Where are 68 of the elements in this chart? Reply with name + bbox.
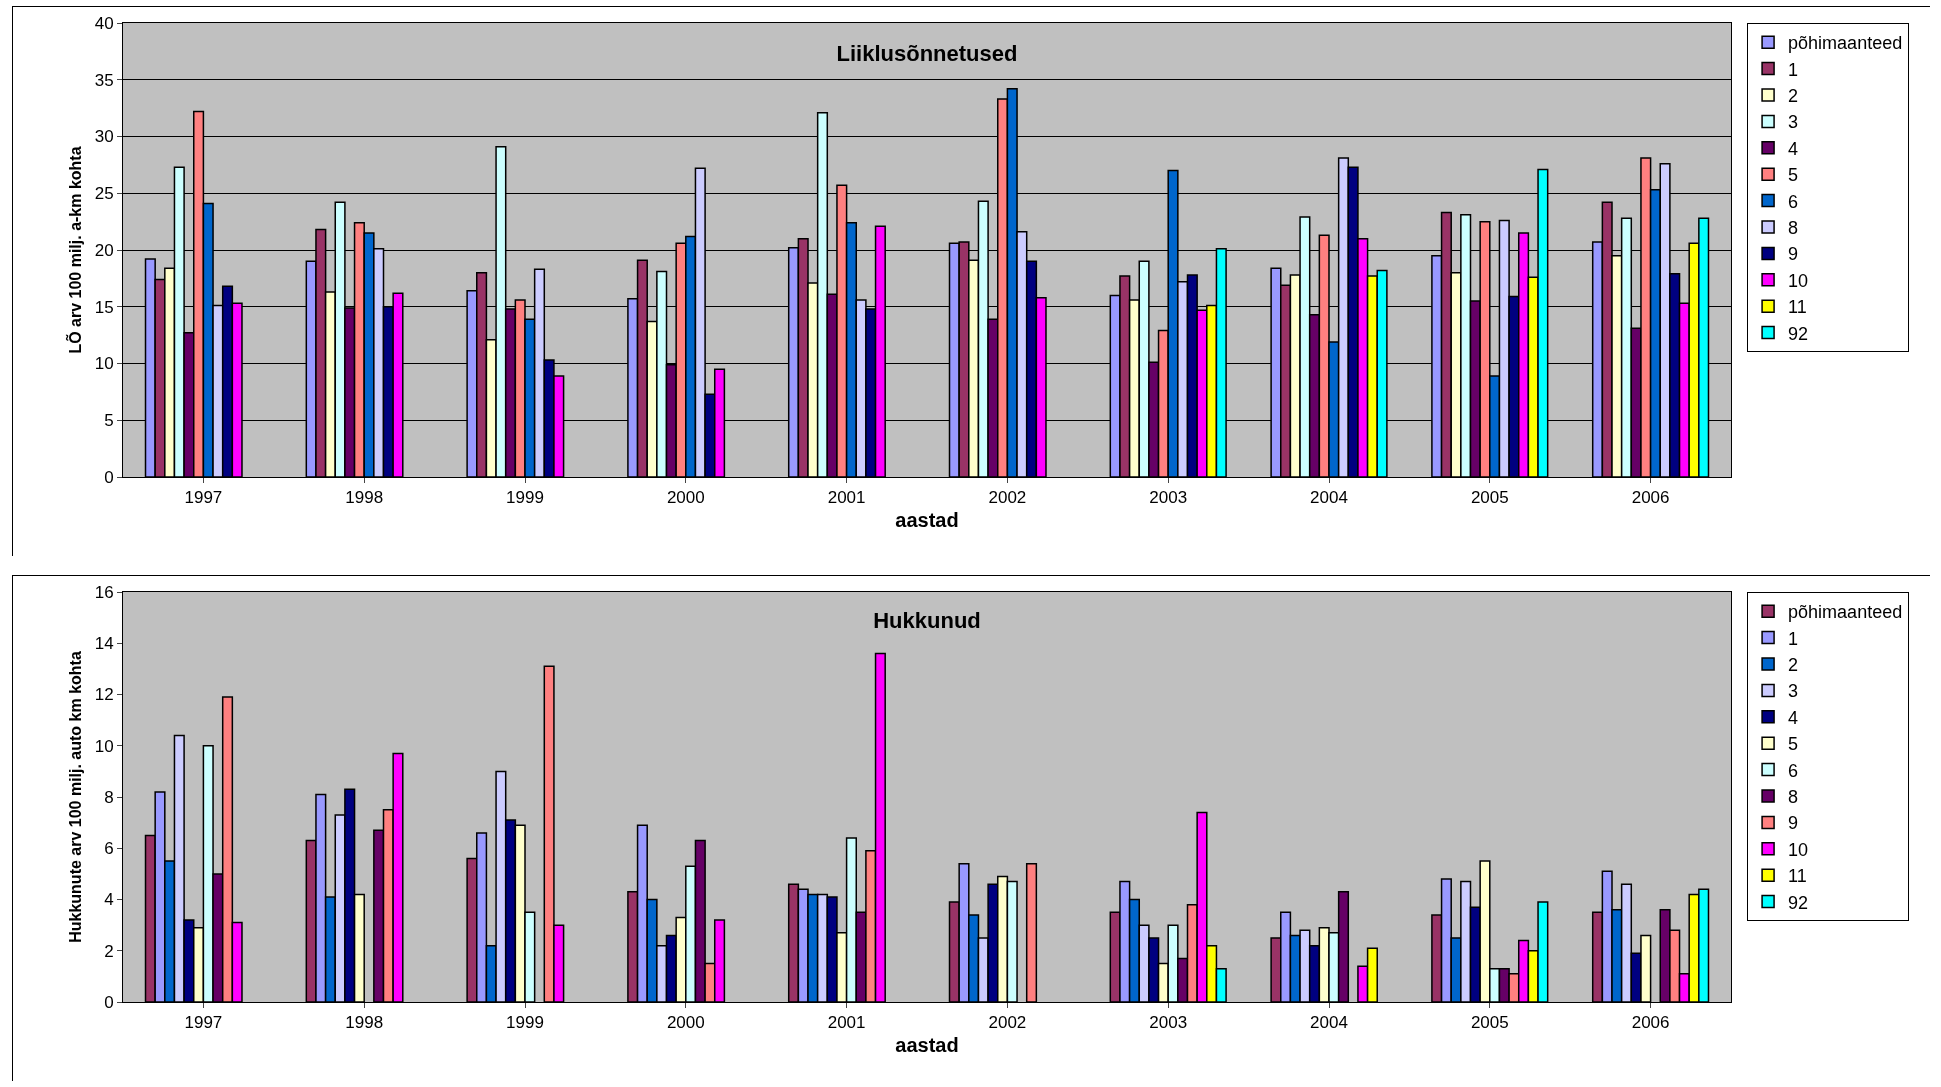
x-tick-label: 2005 <box>1470 488 1509 508</box>
y-tick-label: 8 <box>104 787 114 807</box>
y-axis-title: LÕ arv 100 milj. a-km kohta <box>65 146 84 354</box>
legend-label: põhimaanteed <box>1788 602 1903 623</box>
y-tick-label: 15 <box>94 297 114 317</box>
y-tick-label: 2 <box>104 941 114 961</box>
legend-label: 8 <box>1788 787 1799 808</box>
x-tick-label: 1997 <box>184 488 223 508</box>
text: Hukkunud <box>873 607 981 633</box>
legend-label: 5 <box>1788 734 1799 755</box>
x-tick-label: 2003 <box>1149 1013 1188 1033</box>
legend-label: 10 <box>1788 839 1809 860</box>
x-tick-label: 2006 <box>1631 488 1670 508</box>
legend-label: 1 <box>1788 59 1799 80</box>
x-tick-label: 1999 <box>506 1013 544 1033</box>
legend-label: 9 <box>1788 244 1799 265</box>
legend-label: 92 <box>1788 323 1809 344</box>
y-tick-label: 0 <box>104 467 114 487</box>
y-tick-label: 0 <box>104 992 114 1012</box>
y-tick-label: 16 <box>94 582 114 602</box>
y-tick-label: 20 <box>94 240 114 260</box>
legend-label: põhimaanteed <box>1788 33 1903 54</box>
y-tick-label: 4 <box>104 890 114 910</box>
y-tick-label: 6 <box>104 839 114 859</box>
x-axis-title: aastad <box>895 508 959 531</box>
x-tick-label: 1999 <box>506 488 544 508</box>
legend-label: 11 <box>1788 297 1807 318</box>
x-tick-label: 2000 <box>666 1013 705 1033</box>
x-tick-label: 2002 <box>988 1013 1027 1033</box>
legend-label: 3 <box>1788 681 1799 702</box>
x-tick-label: 2003 <box>1149 488 1188 508</box>
x-tick-label: 2002 <box>988 488 1027 508</box>
x-tick-label: 2001 <box>827 488 866 508</box>
x-tick-label: 1997 <box>184 1013 223 1033</box>
y-tick-label: 10 <box>94 354 114 374</box>
x-axis-title: aastad <box>895 1033 959 1056</box>
x-tick-label: 2004 <box>1310 1013 1348 1033</box>
legend-label: 11 <box>1788 866 1807 887</box>
y-tick-label: 12 <box>94 685 114 705</box>
x-tick-label: 2006 <box>1631 1013 1670 1033</box>
x-tick-label: 1998 <box>345 488 384 508</box>
legend-label: 1 <box>1788 628 1799 649</box>
legend-label: 2 <box>1788 655 1799 676</box>
y-tick-label: 40 <box>94 13 114 33</box>
legend-label: 8 <box>1788 218 1799 239</box>
y-tick-label: 25 <box>94 184 114 204</box>
legend-label: 92 <box>1788 892 1809 913</box>
legend-label: 6 <box>1788 191 1799 212</box>
y-tick-label: 14 <box>94 634 114 654</box>
legend-label: 6 <box>1788 760 1799 781</box>
legend-label: 9 <box>1788 813 1799 834</box>
legend-label: 4 <box>1788 707 1799 728</box>
legend-label: 4 <box>1788 138 1799 159</box>
y-tick-label: 10 <box>94 736 114 756</box>
x-tick-label: 2005 <box>1470 1013 1509 1033</box>
y-tick-label: 30 <box>94 127 114 147</box>
x-tick-label: 2001 <box>827 1013 866 1033</box>
legend-label: 10 <box>1788 270 1809 291</box>
x-tick-label: 2000 <box>666 488 705 508</box>
y-tick-label: 5 <box>104 411 114 431</box>
y-tick-label: 35 <box>94 70 114 90</box>
x-tick-label: 2004 <box>1310 488 1348 508</box>
legend-label: 3 <box>1788 112 1799 133</box>
text: Liiklusõnnetused <box>836 41 1018 67</box>
x-tick-label: 1998 <box>345 1013 384 1033</box>
legend-label: 2 <box>1788 86 1799 107</box>
legend-label: 5 <box>1788 165 1799 186</box>
y-axis-title: Hukkunute arv 100 milj. auto km kohta <box>67 651 84 943</box>
